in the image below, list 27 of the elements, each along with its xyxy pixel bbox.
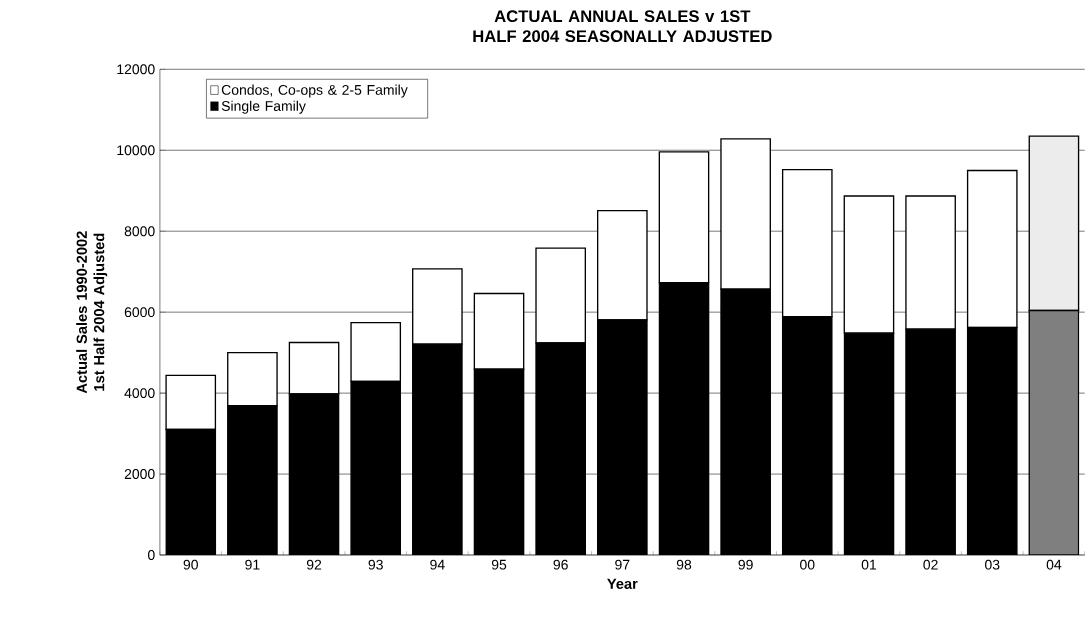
y-axis-title: Actual Sales 1990-2002 1st Half 2004 Adjusted: [76, 231, 108, 394]
chart-title: ACTUAL ANNUAL SALES v 1ST HALF 2004 SEASONALLY ADJUSTED: [473, 10, 772, 43]
x-tick-label: 00: [800, 559, 815, 570]
x-tick-label: 91: [245, 559, 260, 570]
x-tick-label: 03: [985, 559, 1000, 570]
y-tick-label: 4000: [124, 388, 155, 399]
y-tick-label: 6000: [124, 307, 155, 318]
x-tick-label: 97: [615, 559, 630, 570]
y-tick-label: 8000: [124, 226, 155, 237]
x-tick-label: 99: [738, 559, 753, 570]
x-tick-label: 98: [676, 559, 692, 570]
x-tick-label: 90: [183, 559, 198, 570]
y-tick-label: 12000: [117, 64, 155, 75]
y-tick-label: 0: [147, 550, 155, 561]
x-axis-title: Year: [607, 578, 638, 590]
x-tick-label: 04: [1046, 559, 1062, 570]
x-tick-label: 92: [306, 559, 322, 570]
y-tick-label: 2000: [124, 469, 155, 480]
legend-label: Single Family: [221, 100, 306, 114]
y-tick-label: 10000: [117, 145, 155, 156]
legend-label: Condos, Co-ops & 2-5 Family: [221, 84, 408, 98]
x-tick-label: 01: [861, 559, 877, 570]
x-tick-label: 95: [491, 559, 507, 570]
x-tick-label: 02: [923, 559, 938, 570]
x-tick-label: 93: [368, 559, 383, 570]
x-tick-label: 94: [430, 559, 445, 570]
x-tick-label: 96: [553, 559, 568, 570]
